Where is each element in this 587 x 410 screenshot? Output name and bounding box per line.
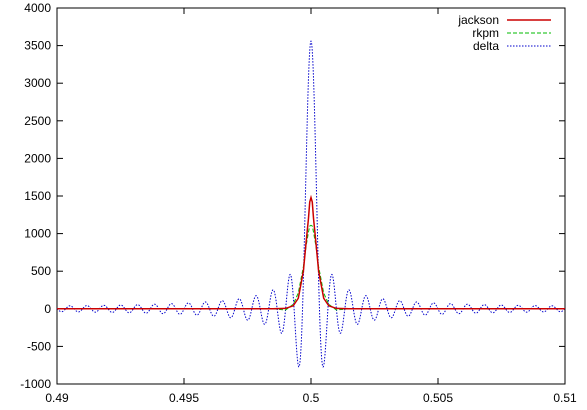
- x-tick-label: 0.505: [423, 391, 453, 405]
- x-tick-label: 0.5: [303, 391, 320, 405]
- y-tick-label: -500: [27, 339, 51, 353]
- y-tick-label: 1000: [24, 227, 51, 241]
- x-tick-label: 0.49: [45, 391, 69, 405]
- legend-label-jackson: jackson: [457, 13, 499, 27]
- series-line-jackson: [57, 194, 565, 310]
- legend-label-rkpm: rkpm: [472, 26, 499, 40]
- y-tick-label: 2000: [24, 151, 51, 165]
- y-axis: -1000 -500 0 500 1000 1500 2000 2500 3000 3500 400…: [20, 1, 565, 391]
- y-tick-label: 1500: [24, 189, 51, 203]
- x-tick-label: 0.51: [553, 391, 577, 405]
- y-tick-label: 2500: [24, 114, 51, 128]
- x-tick-label: 0.495: [169, 391, 199, 405]
- y-tick-label: 3500: [24, 39, 51, 53]
- series-line-delta: [56, 40, 566, 368]
- series-line-rkpm: [57, 224, 565, 311]
- x-axis: 0.49 0.495 0.5 0.505 0.51: [45, 8, 577, 405]
- y-tick-label: 0: [44, 302, 51, 316]
- y-tick-label: 4000: [24, 1, 51, 15]
- y-tick-label: 3000: [24, 76, 51, 90]
- y-tick-label: -1000: [20, 377, 51, 391]
- series-layer: [56, 40, 566, 368]
- y-tick-label: 500: [31, 264, 51, 278]
- legend-label-delta: delta: [473, 39, 499, 53]
